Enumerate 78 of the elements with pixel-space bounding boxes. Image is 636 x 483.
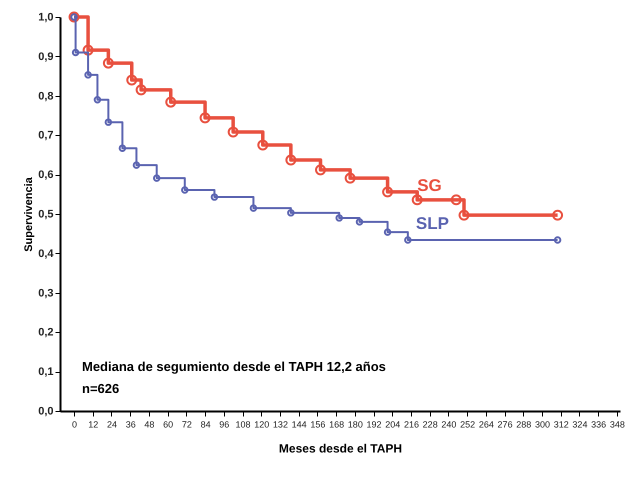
x-tick-label: 204 [385,420,400,430]
x-tick-label: 48 [144,420,154,430]
series-label: SLP [416,214,449,234]
x-tick-label: 36 [126,420,136,430]
y-tick-label: 0,8 [38,90,54,102]
point [335,214,343,222]
point [152,174,160,182]
x-tick-label: 264 [478,420,494,430]
point [250,204,258,212]
y-tick-label: 0,9 [38,50,54,63]
x-tick-label: 24 [106,420,117,430]
point [315,164,326,176]
x-axis-title: Meses desde el TAPH [278,442,402,456]
point [285,154,296,166]
point [82,44,94,56]
point [356,218,364,226]
y-tick-label: 1,0 [38,12,54,24]
point [384,228,392,236]
x-tick-label: 252 [460,420,476,430]
x-tick-label: 168 [329,420,344,430]
point [136,84,147,96]
point [450,194,462,206]
point [382,186,394,198]
x-tick-label: 108 [235,420,251,430]
y-tick-label: 0,6 [38,169,54,182]
x-tick-label: 300 [534,420,550,430]
series-label: SG [417,176,442,195]
point [181,186,189,194]
x-tick-label: 228 [422,420,438,430]
x-tick-label: 12 [88,420,98,430]
x-tick-label: 216 [404,420,419,430]
point [165,96,176,108]
point [102,58,114,69]
x-tick-label: 240 [441,420,456,430]
y-tick-label: 0,1 [38,366,54,378]
point [287,209,295,217]
annotation: n=626 [82,381,120,396]
annotation: Mediana de segumiento desde el TAPH 12,2 años [82,359,386,374]
y-tick-label: 0,0 [38,406,54,418]
x-tick-label: 192 [366,420,382,430]
y-axis-title: Supervivencia [23,176,36,252]
y-tick-label: 0,3 [38,287,54,300]
point [126,74,138,86]
x-tick-label: 84 [200,420,211,430]
x-tick-label: 276 [498,420,513,430]
point [84,71,92,79]
point [552,210,564,221]
y-tick-label: 0,7 [38,130,54,142]
x-tick-label: 144 [292,420,307,430]
point [257,140,268,151]
point [104,118,112,126]
point [72,48,80,56]
point [118,144,126,152]
x-tick-label: 120 [254,420,270,430]
x-tick-label: 336 [591,420,606,430]
point [228,126,239,138]
point [200,112,211,124]
point [132,161,140,169]
x-tick-label: 324 [572,420,588,430]
x-tick-label: 288 [516,420,532,430]
x-tick-label: 156 [310,420,326,430]
x-tick-label: 180 [348,420,363,430]
y-tick-label: 0,5 [38,208,54,220]
x-tick-label: 96 [219,420,230,430]
point [210,193,218,201]
point [412,194,423,206]
x-tick-label: 72 [182,420,192,430]
x-tick-label: 60 [163,420,174,430]
x-tick-label: 312 [554,420,569,430]
x-tick-label: 348 [610,420,625,430]
x-tick-label: 132 [272,420,288,430]
y-tick-label: 0,2 [38,326,54,339]
point [458,210,470,221]
y-tick-label: 0,4 [38,248,54,260]
x-tick-label: 0 [72,420,78,430]
point [94,96,102,104]
point [344,172,356,184]
point [404,236,412,244]
